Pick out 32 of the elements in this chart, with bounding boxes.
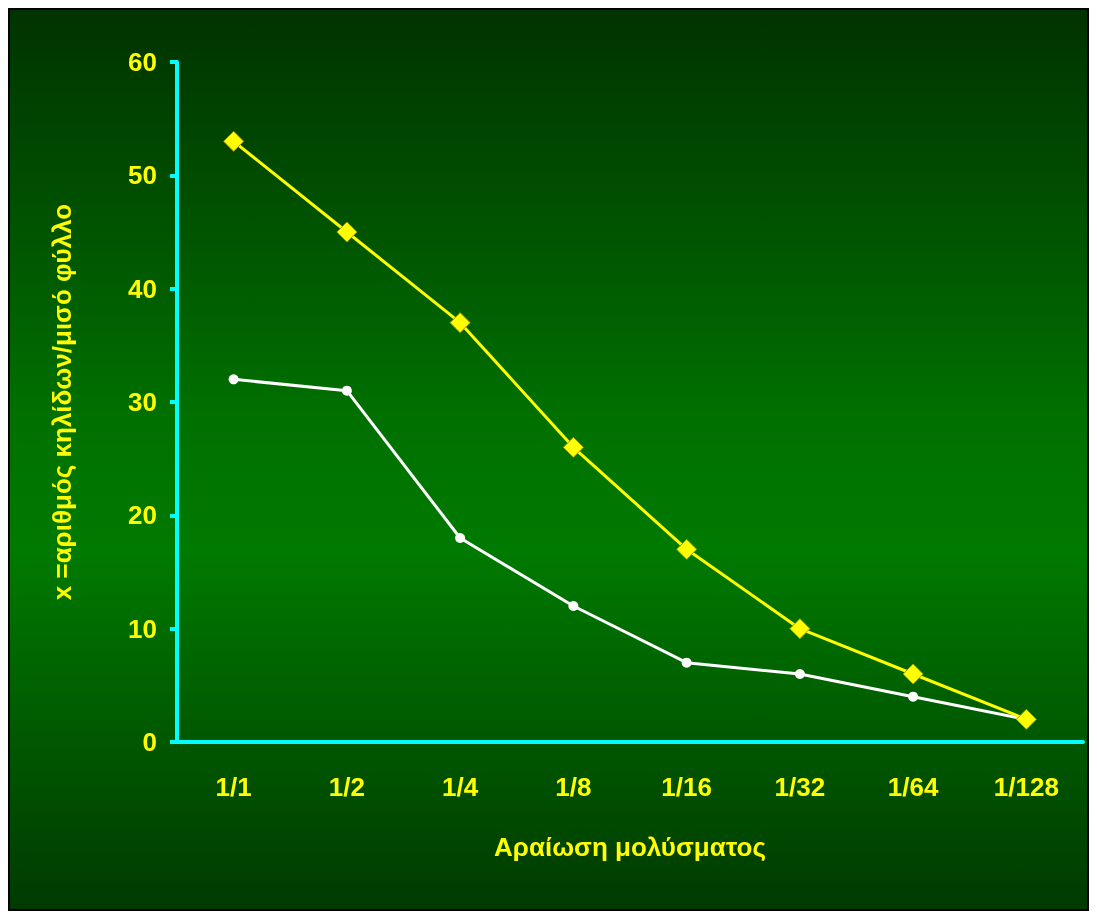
point (789, 618, 811, 640)
y-tick-label: 10 (128, 613, 157, 644)
point (794, 669, 805, 679)
x-tick-label: 1/16 (661, 772, 712, 802)
x-tick-label: 1/32 (774, 772, 826, 802)
point (562, 436, 584, 458)
y-tick-label: 30 (128, 387, 157, 417)
point (676, 538, 698, 560)
y-tick-label: 60 (128, 47, 157, 77)
point (336, 221, 358, 243)
point (341, 385, 352, 396)
point (568, 601, 579, 611)
x-tick-label: 1/8 (555, 772, 592, 802)
x-tick-label: 1/2 (328, 772, 365, 802)
y-tick-label: 50 (128, 160, 157, 191)
x-tick-label: 1/64 (887, 772, 939, 802)
x-tick-label: 1/4 (442, 772, 479, 802)
x-tick-label: 1/1 (215, 772, 252, 802)
y-tick-label: 0 (142, 727, 157, 757)
point (681, 657, 692, 668)
y-axis-title: x =αριθμός κηλίδων/μισό φύλλο (47, 203, 77, 601)
point (228, 374, 239, 385)
point (449, 312, 471, 334)
y-tick-label: 40 (128, 273, 157, 304)
point (455, 533, 466, 543)
point (902, 663, 924, 685)
x-tick-label: 1/128 (993, 772, 1059, 802)
point (223, 130, 245, 152)
y-tick-label: 20 (128, 500, 157, 531)
point (1015, 708, 1037, 730)
point (908, 691, 919, 702)
x-axis-title: Αραίωση μολύσματος (494, 832, 766, 862)
